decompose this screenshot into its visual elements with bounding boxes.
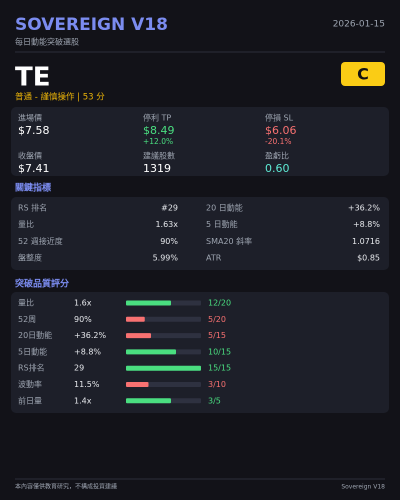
price-value: $6.06 [265, 124, 297, 137]
price-value: $8.49 [143, 124, 175, 137]
score-value: 1.4x [74, 396, 92, 405]
price-label: 盈虧比 [265, 151, 289, 161]
date: 2026-01-15 [333, 20, 385, 30]
score-bar [126, 382, 149, 387]
score-name: 前日量 [18, 395, 42, 405]
indicator-label: 20 日動能 [206, 203, 243, 213]
score-name: 波動率 [18, 379, 42, 389]
score-name: RS排名 [18, 363, 45, 373]
indicator-value: 90% [160, 237, 178, 246]
score-name: 量比 [18, 298, 34, 308]
status: 普通 - 謹慎操作 | 53 分 [15, 92, 105, 103]
score-name: 20日動能 [18, 330, 52, 340]
indicator-value: +36.2% [348, 204, 381, 213]
score-name: 5日動能 [18, 346, 47, 356]
indicator-label: SMA20 斜率 [206, 236, 252, 246]
score-bar [126, 349, 176, 355]
price-label: 停損 SL [265, 113, 294, 123]
price-value: $7.41 [18, 162, 50, 175]
score-bar [126, 365, 201, 371]
price-label: 收盤價 [18, 151, 42, 161]
score-value: 90% [74, 315, 92, 324]
indicator-label: ATR [206, 254, 222, 263]
score-value: 11.5% [74, 380, 100, 389]
indicator-label: 5 日動能 [206, 219, 238, 229]
ticker: TE [15, 63, 51, 93]
price-label: 建議股數 [143, 151, 175, 161]
price-value: 1319 [143, 162, 171, 175]
score-label: 12/20 [208, 299, 231, 308]
score-bar [126, 333, 151, 339]
score-bar [126, 300, 171, 306]
subtitle: 每日動能突破選股 [15, 37, 79, 47]
indicator-value: $0.85 [357, 254, 380, 263]
score-value: +8.8% [74, 347, 101, 356]
indicator-value: 1.63x [155, 220, 178, 229]
indicator-value: 1.0716 [352, 237, 380, 246]
score-label: 15/15 [208, 364, 231, 373]
score-name: 52周 [18, 315, 36, 324]
score-label: 3/5 [208, 396, 221, 405]
disclaimer: 本內容僅供教育研究，不構成投資建議 [15, 483, 117, 491]
score-label: 10/15 [208, 347, 231, 356]
indicator-label: 量比 [18, 219, 34, 229]
grade-badge [341, 62, 385, 86]
indicator-value: #29 [161, 204, 178, 213]
indicator-panel [11, 197, 389, 270]
score-value: +36.2% [74, 331, 107, 340]
score-label: 5/20 [208, 315, 226, 324]
section-title: 突破品質評分 [15, 278, 69, 290]
price-label: 進場價 [18, 113, 42, 123]
indicator-label: RS 排名 [18, 203, 47, 213]
title: SOVEREIGN V18 [15, 15, 168, 35]
score-value: 1.6x [74, 299, 92, 308]
score-bar [126, 398, 171, 404]
price-label: 停利 TP [143, 113, 171, 123]
price-panel [11, 107, 389, 176]
section-title: 關鍵指標 [15, 182, 51, 194]
score-label: 5/15 [208, 331, 226, 340]
price-value: 0.60 [265, 162, 290, 175]
score-label: 3/10 [208, 380, 226, 389]
price-note: -20.1% [265, 137, 292, 146]
score-bar [126, 316, 145, 322]
price-value: $7.58 [18, 124, 50, 137]
brand: Sovereign V18 [341, 484, 385, 491]
indicator-value: 5.99% [153, 254, 179, 263]
indicator-label: 盤整度 [18, 253, 42, 263]
indicator-label: 52 週接近度 [18, 236, 63, 246]
price-note: +12.0% [143, 137, 173, 146]
indicator-value: +8.8% [353, 220, 380, 229]
score-value: 29 [74, 364, 84, 373]
grade: C [357, 65, 369, 84]
